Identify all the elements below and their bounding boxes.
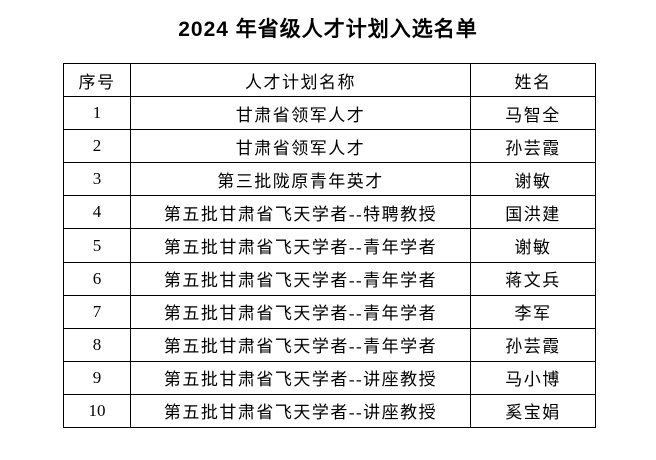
cell-program-name: 第五批甘肃省飞天学者--青年学者 [130, 327, 471, 362]
table-body: 1 甘肃省领军人才 马智全 2 甘肃省领军人才 孙芸霞 3 第三批陇原青年英才 … [63, 96, 596, 429]
cell-person-name: 马小博 [470, 360, 596, 395]
cell-serial-number: 5 [63, 228, 131, 263]
cell-program-name: 第五批甘肃省飞天学者--青年学者 [130, 228, 471, 263]
table-row: 4 第五批甘肃省飞天学者--特聘教授 国洪建 [63, 195, 596, 230]
cell-person-name: 孙芸霞 [470, 327, 596, 362]
cell-person-name: 马智全 [470, 96, 596, 131]
cell-person-name: 奚宝娟 [470, 393, 596, 429]
header-cell-program: 人才计划名称 [130, 62, 471, 98]
cell-serial-number: 9 [63, 360, 131, 395]
cell-person-name: 孙芸霞 [470, 129, 596, 164]
talent-table: 序号 人才计划名称 姓名 1 甘肃省领军人才 马智全 2 甘肃省领军人才 孙芸霞… [63, 62, 596, 429]
table-row: 6 第五批甘肃省飞天学者--青年学者 蒋文兵 [63, 261, 596, 296]
table-row: 5 第五批甘肃省飞天学者--青年学者 谢敏 [63, 228, 596, 263]
table-row: 1 甘肃省领军人才 马智全 [63, 96, 596, 131]
cell-program-name: 甘肃省领军人才 [130, 96, 471, 131]
cell-serial-number: 8 [63, 327, 131, 362]
cell-program-name: 第五批甘肃省飞天学者--青年学者 [130, 294, 471, 329]
cell-person-name: 国洪建 [470, 195, 596, 230]
table-row: 2 甘肃省领军人才 孙芸霞 [63, 129, 596, 164]
cell-serial-number: 3 [63, 162, 131, 197]
cell-program-name: 第五批甘肃省飞天学者--青年学者 [130, 261, 471, 296]
cell-person-name: 李军 [470, 294, 596, 329]
cell-serial-number: 4 [63, 195, 131, 230]
cell-serial-number: 7 [63, 294, 131, 329]
cell-serial-number: 1 [63, 96, 131, 131]
table-row: 10 第五批甘肃省飞天学者--讲座教授 奚宝娟 [63, 393, 596, 429]
page-title: 2024 年省级人才计划入选名单 [178, 18, 478, 41]
cell-program-name: 第五批甘肃省飞天学者--讲座教授 [130, 360, 471, 395]
table-row: 7 第五批甘肃省飞天学者--青年学者 李军 [63, 294, 596, 329]
cell-serial-number: 6 [63, 261, 131, 296]
cell-person-name: 蒋文兵 [470, 261, 596, 296]
cell-program-name: 第五批甘肃省飞天学者--特聘教授 [130, 195, 471, 230]
table-row: 9 第五批甘肃省飞天学者--讲座教授 马小博 [63, 360, 596, 395]
table-row: 3 第三批陇原青年英才 谢敏 [63, 162, 596, 197]
table-row: 8 第五批甘肃省飞天学者--青年学者 孙芸霞 [63, 327, 596, 362]
cell-program-name: 甘肃省领军人才 [130, 129, 471, 164]
cell-person-name: 谢敏 [470, 228, 596, 263]
cell-serial-number: 2 [63, 129, 131, 164]
table-header-row: 序号 人才计划名称 姓名 [63, 62, 596, 98]
header-cell-name: 姓名 [470, 62, 596, 98]
cell-person-name: 谢敏 [470, 162, 596, 197]
cell-program-name: 第三批陇原青年英才 [130, 162, 471, 197]
header-cell-no: 序号 [63, 62, 131, 98]
cell-serial-number: 10 [63, 393, 131, 429]
cell-program-name: 第五批甘肃省飞天学者--讲座教授 [130, 393, 471, 429]
